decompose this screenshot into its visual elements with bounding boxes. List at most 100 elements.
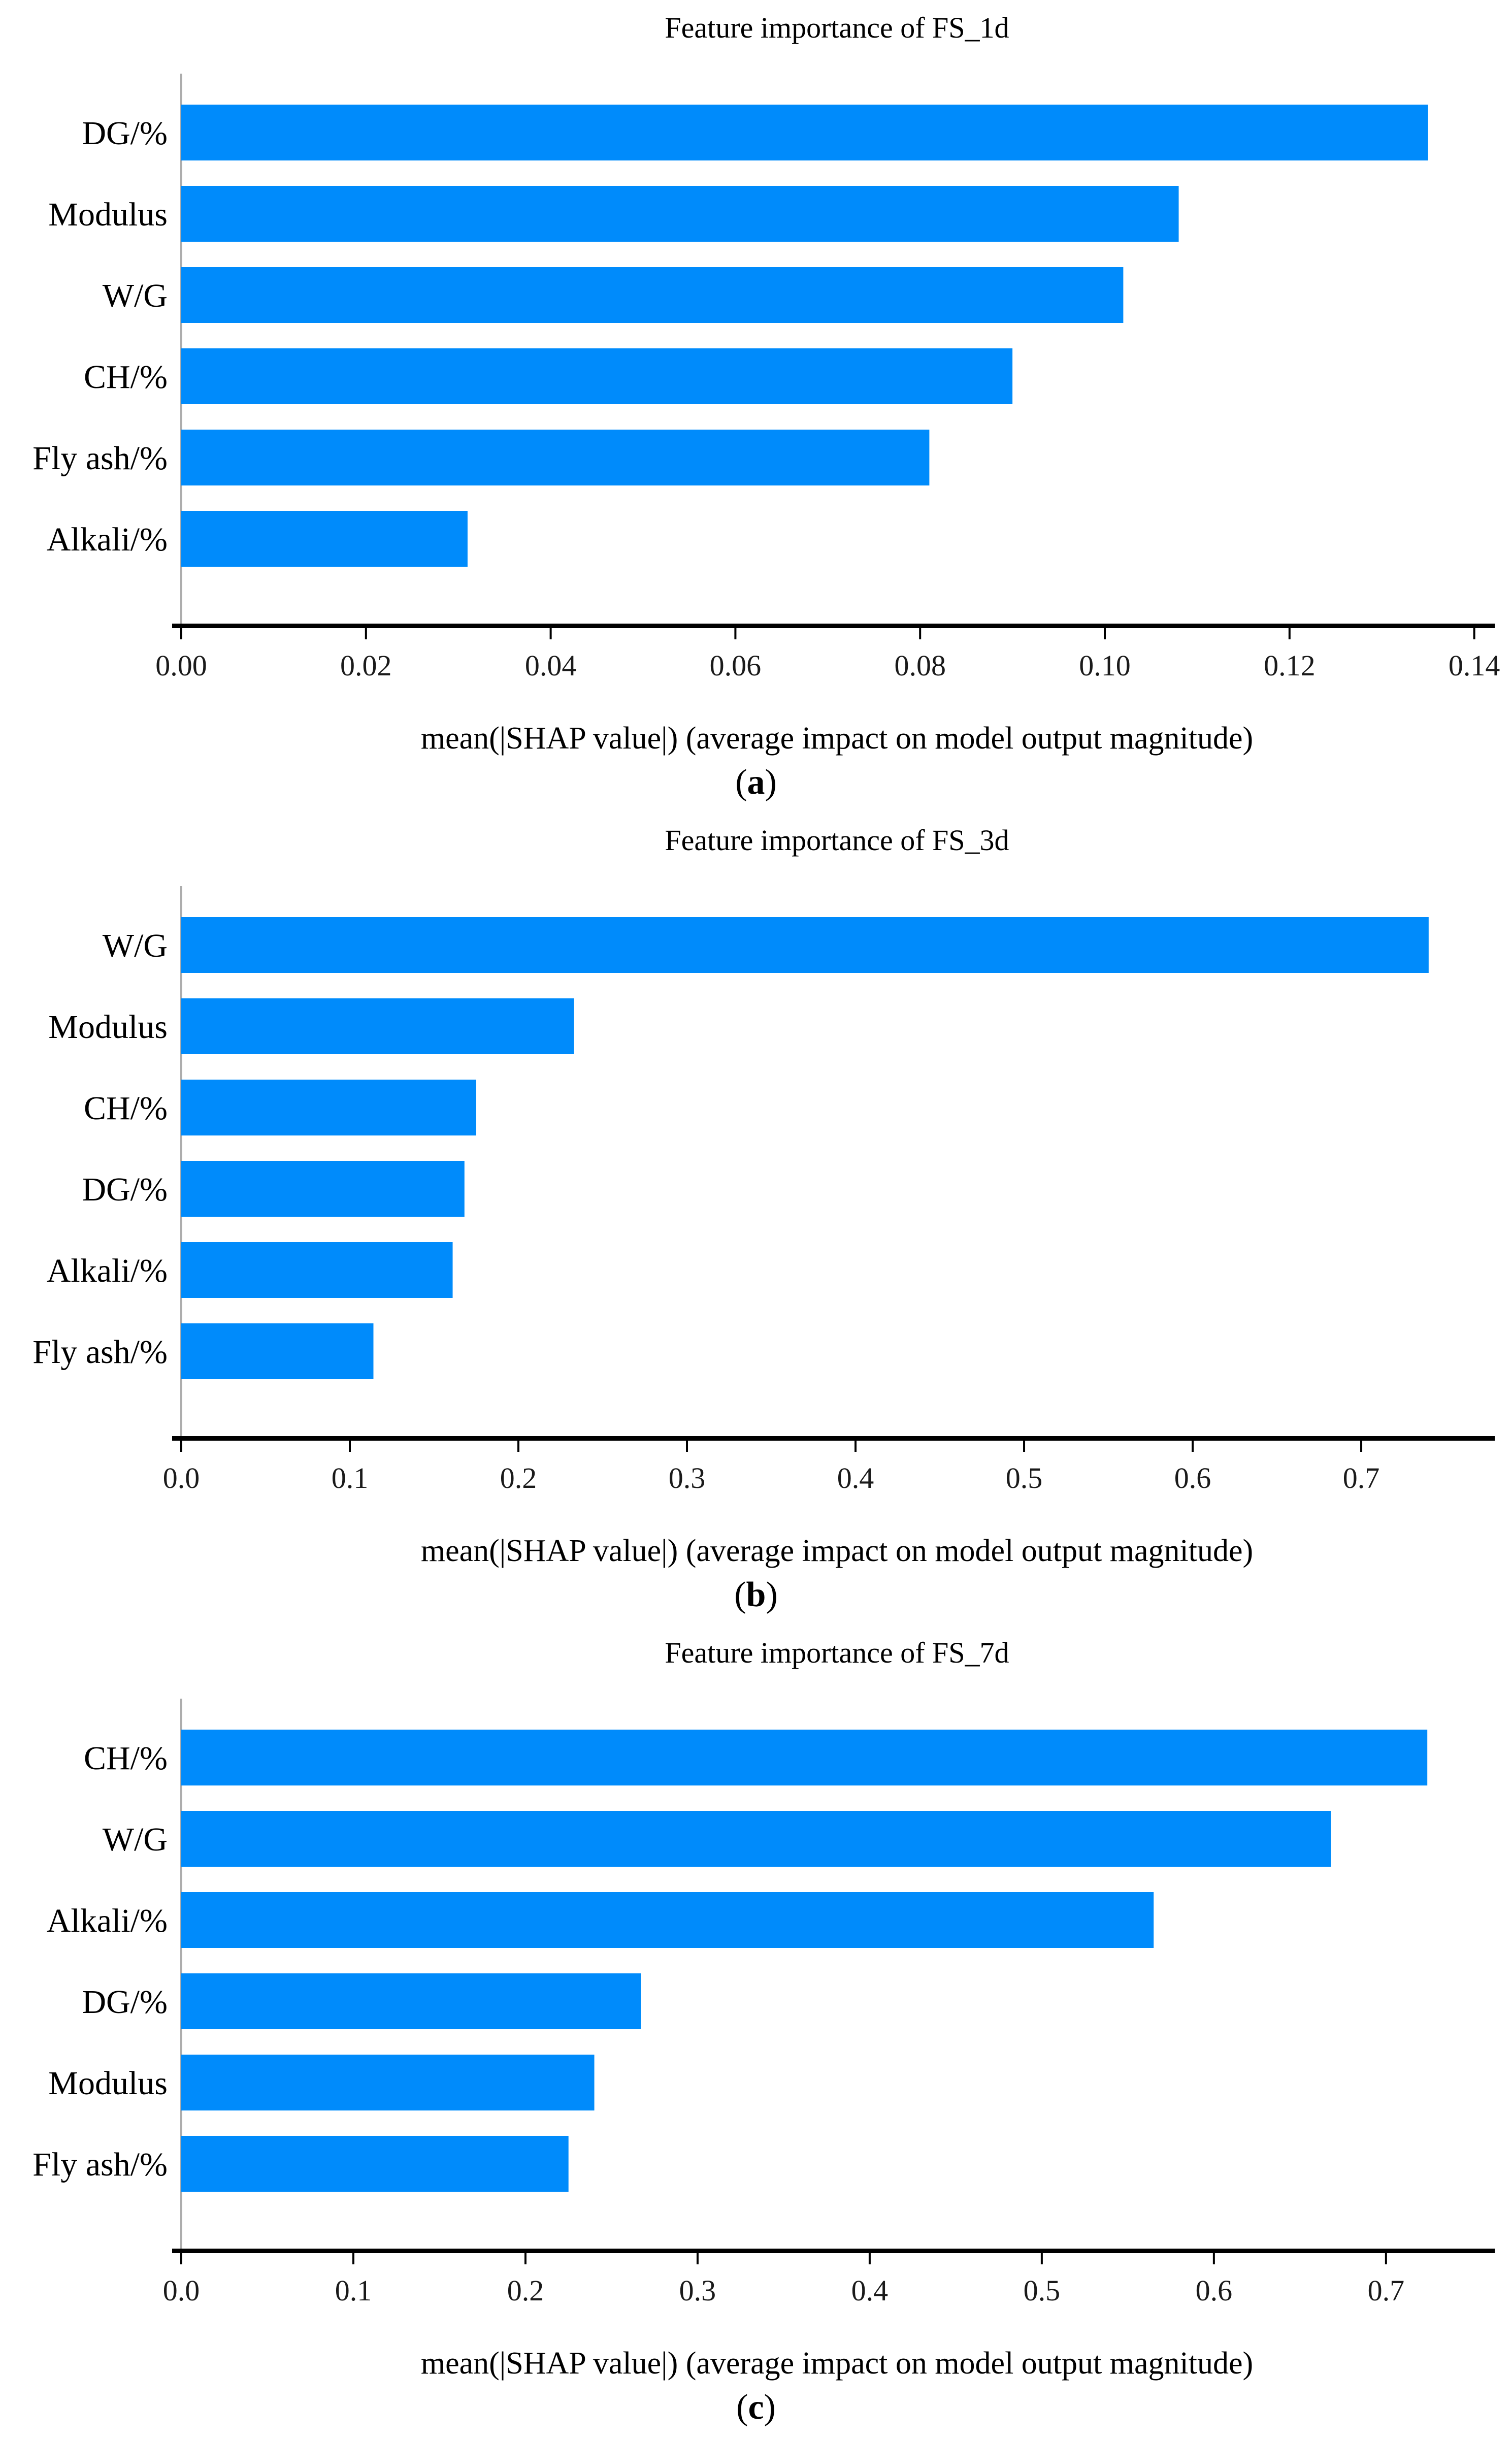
- y-category-label: Alkali/%: [47, 1902, 168, 1939]
- x-tick: [1385, 2253, 1387, 2264]
- x-tick: [696, 2253, 699, 2264]
- chart-section-a: DG/% Modulus W/G CH/% Fly ash/% Alkali/% 0.00 0…: [0, 0, 1512, 813]
- y-category-label: Modulus: [48, 196, 168, 233]
- x-tick-label: 0.02: [340, 649, 392, 682]
- y-category-label: Fly ash/%: [32, 2146, 168, 2183]
- x-tick: [1104, 628, 1106, 639]
- y-category-label: W/G: [103, 1821, 168, 1858]
- chart-b-title: Feature importance of FS_3d: [665, 824, 1009, 857]
- caption-close-paren: ): [764, 2388, 776, 2427]
- x-tick: [365, 628, 367, 639]
- caption-letter: c: [748, 2388, 764, 2427]
- x-tick: [352, 2253, 354, 2264]
- x-tick: [1192, 1441, 1194, 1452]
- bar-dg-: [181, 1973, 641, 2029]
- bar-fly-ash-: [181, 1323, 374, 1379]
- x-tick: [1212, 2253, 1215, 2264]
- x-tick-label: 0.1: [332, 1461, 369, 1494]
- chart-c-plot: CH/% W/G Alkali/% DG/% Modulus Fly ash/% 0.0 0.…: [0, 1625, 1512, 2336]
- x-tick: [349, 1441, 351, 1452]
- y-category-label: DG/%: [82, 1984, 168, 2021]
- x-tick-label: 0.3: [679, 2274, 716, 2307]
- y-category-label: Modulus: [48, 1009, 168, 1046]
- x-tick-label: 0.7: [1368, 2274, 1405, 2307]
- x-tick: [524, 2253, 527, 2264]
- chart-a-plot: DG/% Modulus W/G CH/% Fly ash/% Alkali/% 0.00 0…: [0, 0, 1512, 711]
- caption-close-paren: ): [765, 763, 777, 802]
- bar-fly-ash-: [181, 430, 930, 485]
- x-tick-label: 0.14: [1449, 649, 1500, 682]
- y-category-label: W/G: [103, 927, 168, 964]
- bar-w-g: [181, 917, 1429, 973]
- x-tick: [734, 628, 737, 639]
- x-tick: [1473, 628, 1475, 639]
- y-category-label: Fly ash/%: [32, 440, 168, 477]
- y-category-label: W/G: [103, 277, 168, 314]
- chart-a-x-axis-label: mean(|SHAP value|) (average impact on mo…: [420, 721, 1254, 756]
- y-category-label: Fly ash/%: [32, 1334, 168, 1371]
- x-tick-label: 0.5: [1024, 2274, 1061, 2307]
- chart-c-title: Feature importance of FS_7d: [665, 1636, 1009, 1669]
- x-tick-label: 0.06: [710, 649, 762, 682]
- caption-close-paren: ): [766, 1575, 778, 1614]
- subfigure-caption-b: (b): [0, 1575, 1512, 1615]
- bar-ch-: [181, 1080, 477, 1135]
- y-category-label: CH/%: [84, 1090, 168, 1127]
- x-tick-label: 0.5: [1006, 1461, 1043, 1494]
- x-tick: [180, 1441, 182, 1452]
- chart-c-x-axis-label: mean(|SHAP value|) (average impact on mo…: [420, 2346, 1254, 2381]
- x-axis-line: [172, 2249, 1495, 2253]
- caption-letter: a: [747, 763, 765, 802]
- bar-alkali-: [181, 1242, 453, 1298]
- bar-modulus: [181, 998, 574, 1054]
- x-tick: [180, 628, 182, 639]
- x-tick-label: 0.04: [525, 649, 577, 682]
- bar-ch-: [181, 1730, 1428, 1785]
- caption-open-paren: (: [735, 763, 747, 802]
- subfigure-caption-c: (c): [0, 2388, 1512, 2427]
- y-category-label: Modulus: [48, 2065, 168, 2102]
- bar-modulus: [181, 186, 1179, 242]
- x-tick-label: 0.6: [1196, 2274, 1233, 2307]
- x-tick: [919, 628, 922, 639]
- subfigure-caption-a: (a): [0, 763, 1512, 802]
- y-category-label: DG/%: [82, 1171, 168, 1208]
- bar-dg-: [181, 1161, 465, 1217]
- chart-section-b: W/G Modulus CH/% DG/% Alkali/% Fly ash/% 0.0 0.…: [0, 813, 1512, 1625]
- bar-w-g: [181, 267, 1124, 323]
- y-category-label: DG/%: [82, 115, 168, 152]
- bar-chart-svg: CH/% W/G Alkali/% DG/% Modulus Fly ash/% 0.0 0.…: [32, 1699, 1495, 2307]
- caption-open-paren: (: [736, 2388, 748, 2427]
- x-tick-label: 0.2: [507, 2274, 544, 2307]
- x-tick: [549, 628, 552, 639]
- bar-modulus: [181, 2055, 595, 2110]
- y-category-label: Alkali/%: [47, 1252, 168, 1289]
- chart-b-plot: W/G Modulus CH/% DG/% Alkali/% Fly ash/% 0.0 0.…: [0, 813, 1512, 1523]
- y-category-label: CH/%: [84, 359, 168, 396]
- x-tick-label: 0.12: [1264, 649, 1316, 682]
- y-category-label: Alkali/%: [47, 521, 168, 558]
- x-tick: [1288, 628, 1291, 639]
- x-tick-label: 0.0: [163, 1461, 200, 1494]
- x-axis-line: [172, 1436, 1495, 1441]
- bar-ch-: [181, 348, 1013, 404]
- x-tick-label: 0.10: [1079, 649, 1131, 682]
- x-tick-label: 0.1: [335, 2274, 372, 2307]
- x-tick-label: 0.00: [155, 649, 207, 682]
- caption-open-paren: (: [734, 1575, 746, 1614]
- x-tick: [686, 1441, 688, 1452]
- caption-letter: b: [746, 1575, 766, 1614]
- x-tick-label: 0.6: [1174, 1461, 1211, 1494]
- bar-chart-svg: W/G Modulus CH/% DG/% Alkali/% Fly ash/% 0.0 0.…: [32, 886, 1495, 1494]
- y-category-label: CH/%: [84, 1740, 168, 1777]
- x-tick: [868, 2253, 871, 2264]
- chart-section-c: CH/% W/G Alkali/% DG/% Modulus Fly ash/% 0.0 0.…: [0, 1625, 1512, 2437]
- bar-dg-: [181, 105, 1428, 160]
- x-tick-label: 0.2: [500, 1461, 537, 1494]
- x-tick-label: 0.4: [851, 2274, 889, 2307]
- x-tick-label: 0.08: [894, 649, 946, 682]
- x-tick: [180, 2253, 182, 2264]
- chart-b-x-axis-label: mean(|SHAP value|) (average impact on mo…: [420, 1534, 1254, 1568]
- x-tick-label: 0.7: [1343, 1461, 1380, 1494]
